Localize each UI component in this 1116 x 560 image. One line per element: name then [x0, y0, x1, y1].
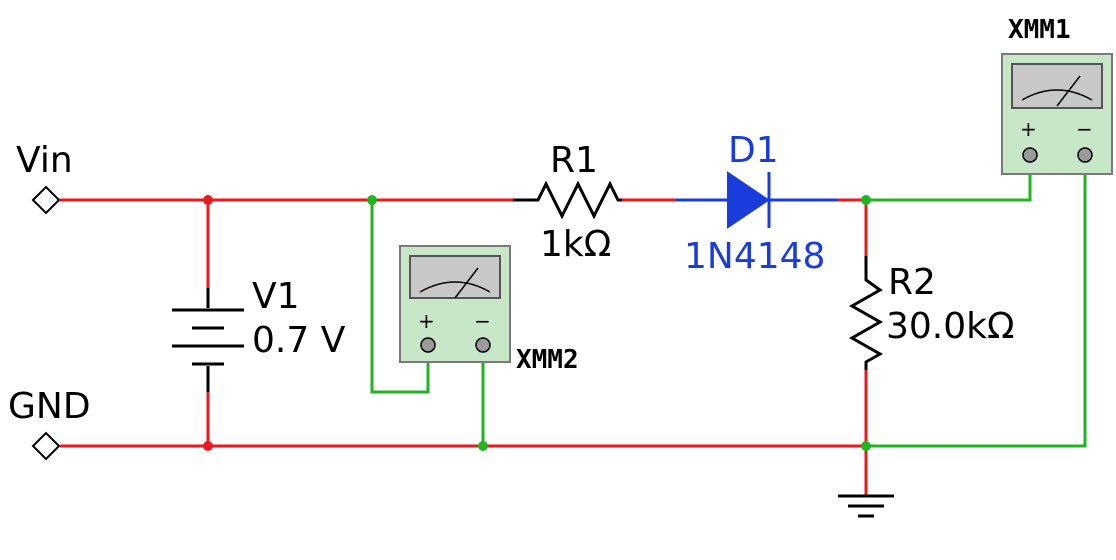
multimeter-xmm2[interactable]: + − XMM2 — [399, 245, 579, 375]
wire-red[interactable] — [60, 198, 868, 496]
xmm1-ref-label: XMM1 — [1008, 15, 1071, 45]
d1-value-label: 1N4148 — [684, 236, 825, 277]
r1-ref-label: R1 — [550, 140, 598, 181]
v1-ref-label: V1 — [252, 276, 300, 317]
xmm1-minus-label: − — [1076, 117, 1093, 141]
junction-dot — [203, 441, 213, 451]
diode-d1[interactable]: D1 1N4148 — [676, 130, 838, 277]
r1-value-label: 1kΩ — [540, 224, 611, 265]
junction-dot — [367, 195, 377, 205]
resistor-r1[interactable]: R1 1kΩ — [513, 140, 622, 265]
xmm1-plus-label: + — [1020, 117, 1037, 141]
xmm1-minus-terminal — [1077, 147, 1093, 163]
r2-ref-label: R2 — [888, 262, 936, 303]
battery-v1[interactable]: V1 0.7 V — [172, 276, 346, 392]
xmm2-minus-terminal — [475, 337, 491, 353]
junction-dot — [861, 195, 871, 205]
xmm2-plus-label: + — [418, 309, 435, 333]
junction-dot — [861, 441, 871, 451]
resistor-r2[interactable]: R2 30.0kΩ — [848, 256, 1015, 370]
xmm2-plus-terminal — [420, 337, 436, 353]
d1-ref-label: D1 — [728, 130, 779, 171]
port-vin-diamond-icon — [31, 185, 61, 215]
r2-value-label: 30.0kΩ — [886, 306, 1015, 347]
xmm2-minus-label: − — [474, 309, 491, 333]
ground-icon — [838, 494, 894, 518]
port-gnd[interactable]: GND — [8, 386, 91, 461]
junctions — [203, 195, 871, 451]
junction-dot — [203, 195, 213, 205]
port-vin-label: Vin — [16, 140, 73, 181]
xmm1-plus-terminal — [1022, 147, 1038, 163]
port-vin[interactable]: Vin — [16, 140, 73, 215]
port-gnd-label: GND — [8, 386, 91, 427]
v1-value-label: 0.7 V — [252, 320, 346, 361]
multimeter-xmm1[interactable]: + − XMM1 — [1001, 15, 1113, 175]
xmm2-ref-label: XMM2 — [516, 345, 579, 375]
port-gnd-diamond-icon — [31, 431, 61, 461]
junction-dot — [478, 441, 488, 451]
